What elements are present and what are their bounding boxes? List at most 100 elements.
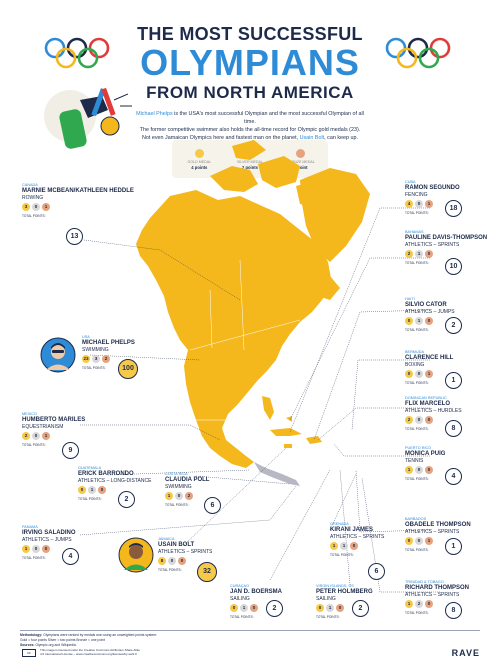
bronze-count: 0 [178, 557, 186, 565]
bronze-count: 2 [102, 355, 110, 363]
bolt-avatar [118, 537, 154, 573]
intro-text: Michael Phelps is the USA's most success… [136, 111, 364, 141]
legend-gold: GOLD MEDAL 4 points [175, 148, 223, 170]
intro-phelps-link: Michael Phelps [136, 111, 173, 117]
map-landmass [136, 140, 370, 468]
athlete-card-boersma: CURAÇAO JAN D. BOERSMA SAILING 0 1 0 TOT… [230, 584, 283, 619]
total-points-cator: 2 [445, 317, 462, 334]
bronze-count: 1 [42, 203, 50, 211]
gold-count: 2 [405, 250, 413, 258]
total-points-mcbean: 13 [66, 228, 83, 245]
medal-hand-illustration [44, 87, 132, 149]
athlete-card-james: GRENADA KIRANI JAMES ATHLETICS – SPRINTS… [330, 522, 385, 557]
bronze-count: 0 [98, 486, 106, 494]
total-points-boersma: 2 [266, 600, 283, 617]
athlete-card-saladino: PANAMA IRVING SALADINO ATHLETICS – JUMPS… [22, 525, 76, 560]
silver-count: 1 [326, 604, 334, 612]
athlete-card-othompson: BARBADOS OBADELE THOMPSON ATHLETICS – SP… [405, 517, 471, 552]
silver-count: 1 [340, 542, 348, 550]
phelps-avatar [40, 337, 76, 373]
athlete-card-marcelo: DOMINICAN REPUBLIC FLIX MARCELO ATHLETIC… [405, 396, 462, 431]
athlete-card-davis: BAHAMAS PAULINE DAVIS-THOMPSON ATHLETICS… [405, 230, 488, 265]
athlete-card-phelps: USA MICHAEL PHELPS SWIMMING 23 3 2 TOTAL… [82, 335, 135, 370]
creative-commons-icon: cc [22, 649, 36, 657]
athlete-card-bolt: JAMAICA USAIN BOLT ATHLETICS – SPRINTS 8… [158, 537, 213, 572]
title-line-3: FROM NORTH AMERICA [146, 83, 354, 102]
bronze-count: 0 [425, 466, 433, 474]
silver-count: 1 [415, 250, 423, 258]
bronze-count: 1 [425, 537, 433, 545]
bronze-count: 0 [425, 317, 433, 325]
athlete-card-hill: BERMUDA CLARENCE HILL BOXING 0 0 1 TOTAL… [405, 350, 454, 385]
total-points-bolt: 32 [197, 562, 217, 582]
silver-count: 1 [240, 604, 248, 612]
total-points-othompson: 1 [445, 538, 462, 555]
silver-count: 1 [415, 317, 423, 325]
olympic-rings-right-icon [385, 37, 451, 69]
olympic-rings-left-icon [44, 37, 110, 69]
footer-divider [20, 630, 480, 631]
gold-count: 0 [405, 537, 413, 545]
gold-count: 0 [316, 604, 324, 612]
gold-count: 1 [22, 545, 30, 553]
bronze-count: 0 [425, 600, 433, 608]
bronze-medal-icon [296, 148, 306, 158]
rave-logo: RAVE [451, 648, 480, 658]
total-points-holmberg: 2 [352, 600, 369, 617]
gold-count: 0 [230, 604, 238, 612]
athlete-card-barrondo: GUATEMALA ERICK BARRONDO ATHLETICS – LON… [78, 466, 152, 501]
total-points-puig: 4 [445, 468, 462, 485]
athlete-card-cator: HAITI SILVIO CATOR ATHLETICS – JUMPS 0 1… [405, 297, 455, 332]
gold-count: 2 [405, 416, 413, 424]
gold-medal-icon [194, 148, 204, 158]
total-points-saladino: 4 [62, 548, 79, 565]
silver-count: 0 [415, 200, 423, 208]
silver-count: 2 [415, 600, 423, 608]
license-text: This image is licensed under the Creativ… [40, 648, 140, 656]
map-borders [189, 259, 301, 421]
gold-count: 1 [405, 466, 413, 474]
gold-count: 1 [330, 542, 338, 550]
gold-count: 3 [22, 203, 30, 211]
total-points-marcelo: 8 [445, 420, 462, 437]
total-points-phelps: 100 [118, 359, 138, 379]
bronze-count: 0 [425, 250, 433, 258]
title-line-2: OLYMPIANS [140, 42, 360, 83]
total-points-hill: 1 [445, 372, 462, 389]
total-points-rthompson: 8 [445, 602, 462, 619]
silver-count: 0 [168, 557, 176, 565]
silver-count: 1 [88, 486, 96, 494]
athlete-card-poll: COSTA RICA CLAUDIA POLL SWIMMING 1 0 2 T… [165, 472, 210, 507]
total-points-segundo: 18 [445, 200, 462, 217]
silver-count: 0 [32, 545, 40, 553]
silver-count: 0 [32, 432, 40, 440]
athlete-card-rthompson: TRINIDAD & TOBAGO RICHARD THOMPSON ATHLE… [405, 580, 469, 615]
silver-count: 0 [415, 416, 423, 424]
bronze-count: 1 [425, 370, 433, 378]
silver-count: 3 [92, 355, 100, 363]
athlete-card-segundo: CUBA RAMON SEGUNDO FENCING 4 0 1 TOTAL P… [405, 180, 460, 215]
gold-count: 4 [405, 200, 413, 208]
legend-bronze: BRONZE MEDAL 1 point [277, 148, 325, 170]
total-points-james: 6 [368, 563, 385, 580]
bronze-count: 0 [336, 604, 344, 612]
gold-count: 8 [158, 557, 166, 565]
silver-count: 0 [415, 466, 423, 474]
bronze-count: 0 [250, 604, 258, 612]
athlete-card-mariles: MEXICO HUMBERTO MARILES EQUESTRIANISM 2 … [22, 412, 86, 447]
bronze-count: 0 [350, 542, 358, 550]
gold-count: 2 [22, 432, 30, 440]
silver-count: 0 [32, 203, 40, 211]
gold-count: 0 [405, 370, 413, 378]
silver-count: 0 [415, 537, 423, 545]
gold-count: 1 [405, 600, 413, 608]
footer-notes: Methodology: Olympians were ranked by me… [20, 633, 158, 647]
bronze-count: 1 [425, 200, 433, 208]
silver-count: 0 [415, 370, 423, 378]
gold-count: 1 [165, 492, 173, 500]
bronze-count: 1 [42, 432, 50, 440]
silver-count: 0 [175, 492, 183, 500]
gold-count: 23 [82, 355, 90, 363]
